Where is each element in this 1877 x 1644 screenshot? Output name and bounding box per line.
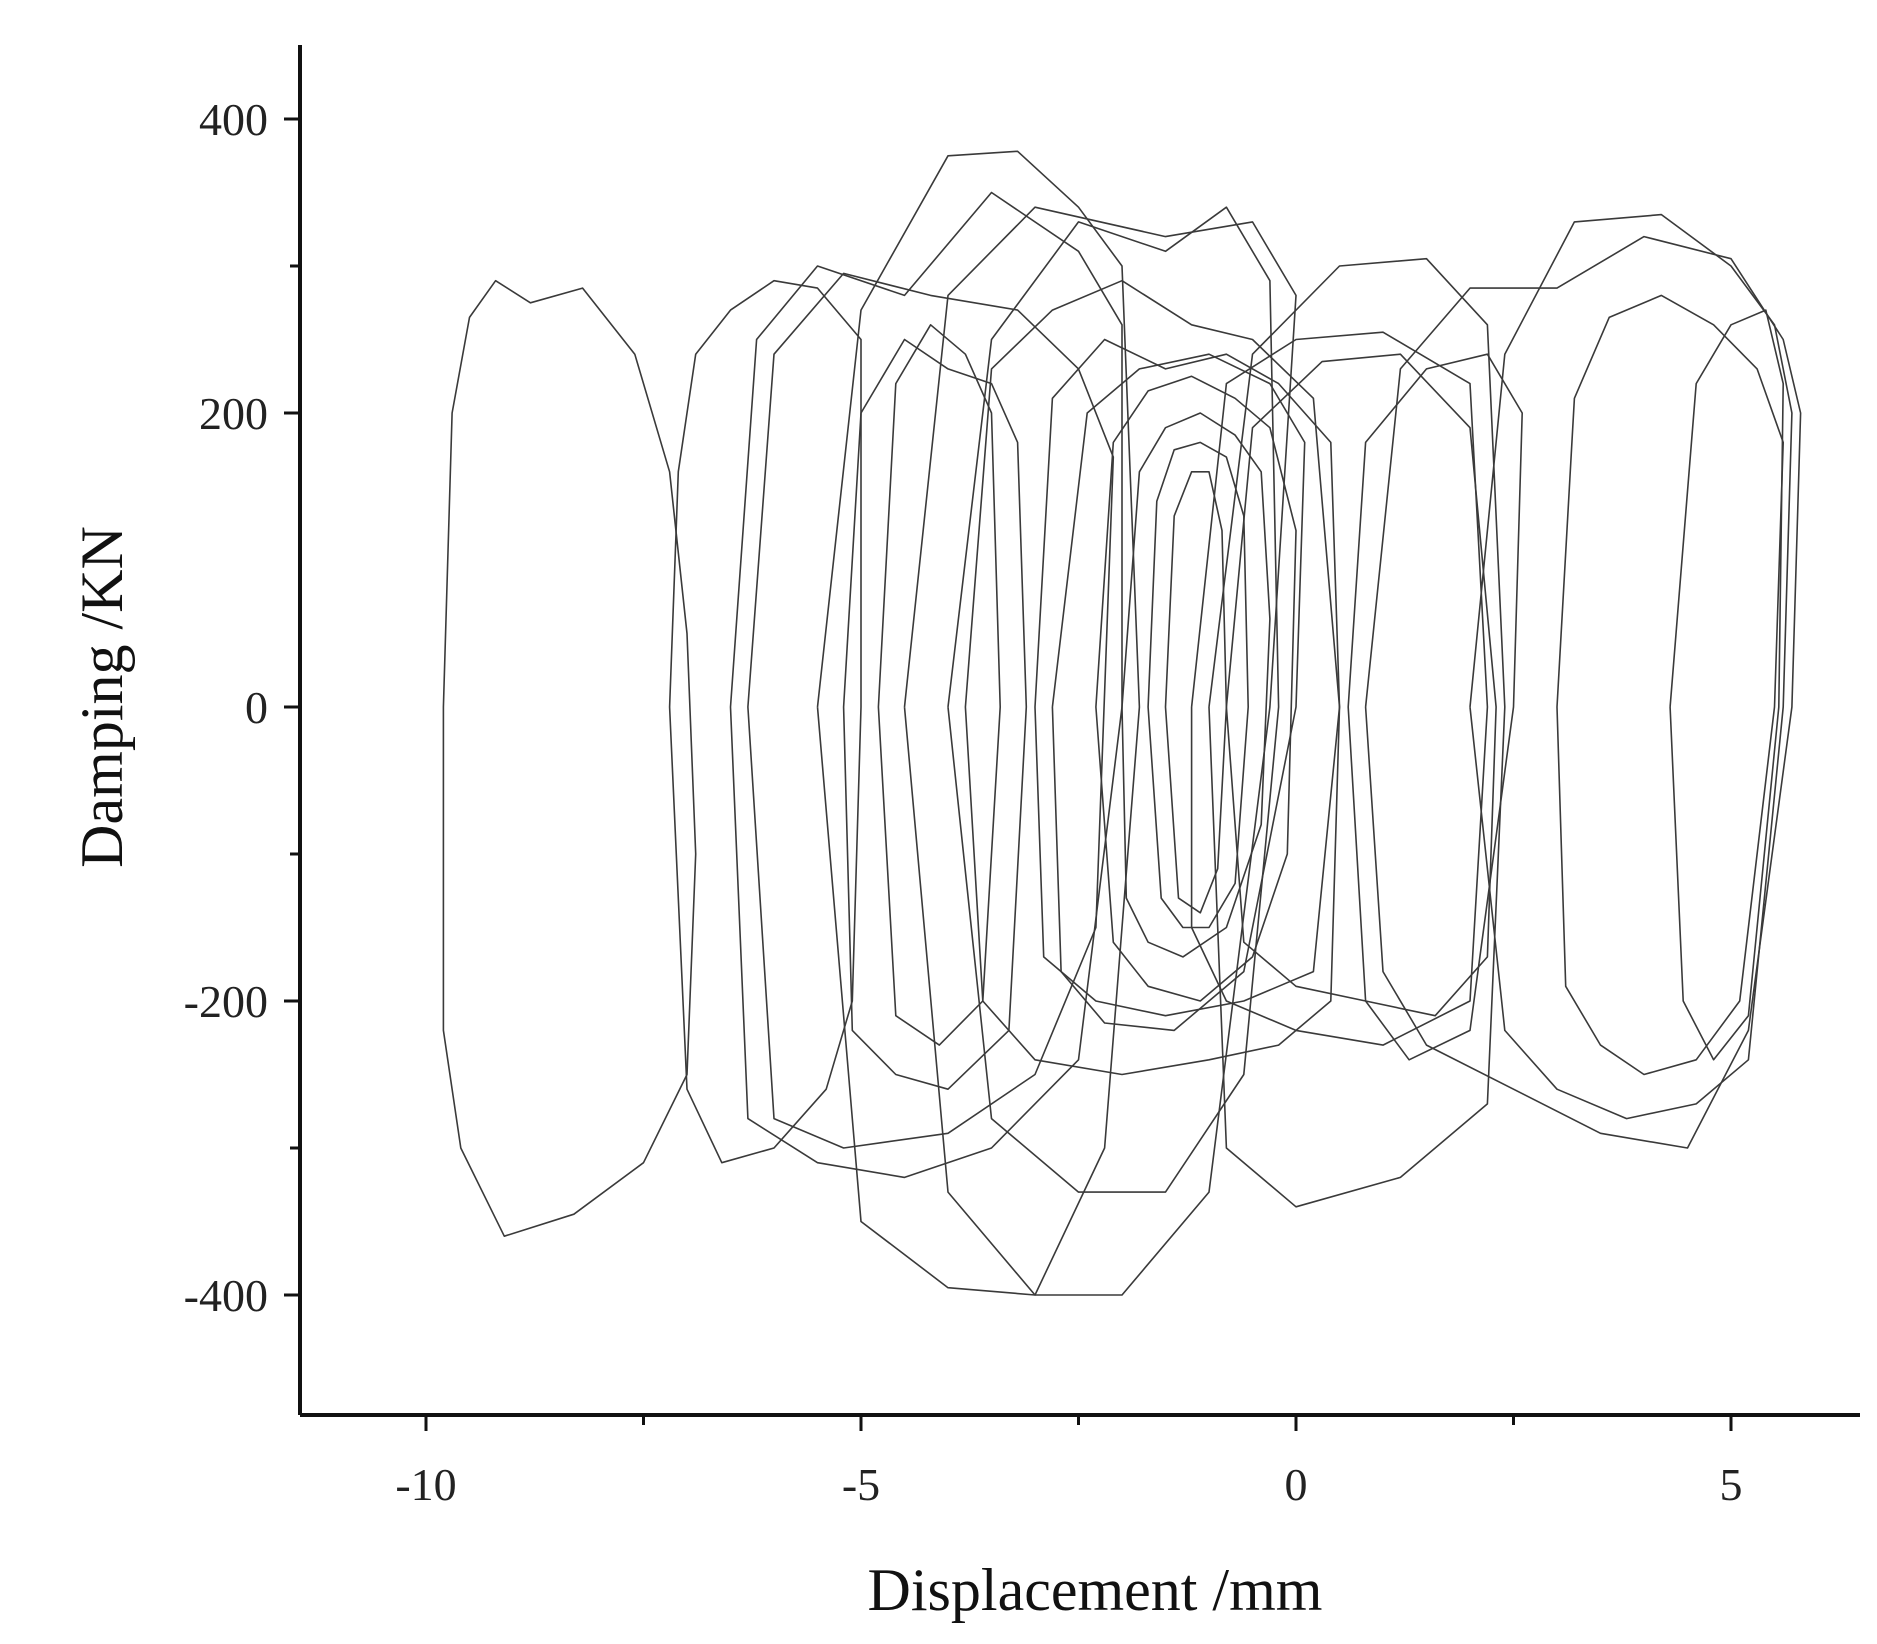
hysteresis-loop-6 (964, 279, 1341, 1076)
hysteresis-loop-21 (1556, 294, 1784, 1076)
hysteresis-loop-14 (947, 206, 1280, 1193)
hysteresis-loop-3 (729, 191, 1123, 1179)
hysteresis-loop-17 (1208, 257, 1506, 1208)
y-tick-label-200: 200 (199, 388, 268, 439)
x-tick-label--5: -5 (842, 1459, 880, 1510)
ticks: -10 -5 0 5 400 200 0 -200 -400 (184, 94, 1743, 1510)
hysteresis-loop-19 (1364, 235, 1802, 1149)
hysteresis-loop-4 (842, 338, 1028, 1090)
hysteresis-loop-22 (1669, 309, 1784, 1061)
hysteresis-loop-7 (1034, 338, 1341, 1017)
hysteresis-loop-15 (816, 150, 1141, 1296)
hysteresis-loop-11 (1164, 470, 1228, 914)
axes (298, 45, 1860, 1417)
y-tick-label--400: -400 (184, 1270, 268, 1321)
hysteresis-loop-9 (1121, 412, 1271, 958)
y-tick-label-400: 400 (199, 94, 268, 145)
hysteresis-loop-2 (668, 279, 862, 1164)
hysteresis-loop-5 (877, 323, 1002, 1046)
x-tick-label-5: 5 (1720, 1459, 1743, 1510)
hysteresis-loop-13 (1225, 353, 1497, 1017)
y-tick-label-0: 0 (245, 682, 268, 733)
hysteresis-curves (442, 150, 1802, 1296)
hysteresis-loop-24 (747, 272, 1115, 1149)
hysteresis-loop-20 (1469, 213, 1793, 1120)
hysteresis-loop-1 (442, 279, 697, 1237)
y-tick-label--200: -200 (184, 976, 268, 1027)
x-axis-title: Displacement /mm (868, 1557, 1323, 1623)
x-tick-label-0: 0 (1285, 1459, 1308, 1510)
x-tick-label--10: -10 (395, 1459, 456, 1510)
hysteresis-loop-16 (903, 206, 1297, 1296)
y-axis-title: Damping /KN (69, 526, 135, 868)
hysteresis-loop-23 (1051, 353, 1306, 1032)
hysteresis-loop-10 (1147, 441, 1249, 929)
hysteresis-loop-8 (1095, 375, 1297, 1002)
